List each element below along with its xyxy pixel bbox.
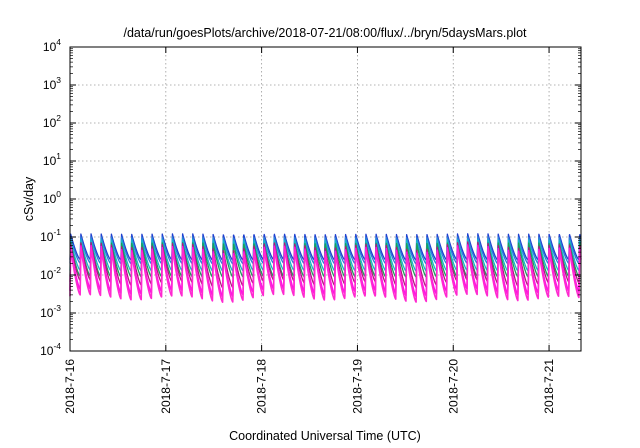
- series-line: [69, 233, 582, 261]
- y-tick-label: 102: [43, 113, 61, 130]
- grid: [70, 47, 581, 351]
- series-line: [69, 242, 582, 278]
- series-group: [69, 233, 582, 304]
- x-axis: 2018-7-16 2018-7-17 2018-7-18 2018-7-19 2018…: [63, 47, 556, 414]
- y-tick-label: 10-2: [40, 265, 61, 282]
- y-axis-label: cSv/day: [22, 176, 36, 221]
- x-axis-label: Coordinated Universal Time (UTC): [229, 429, 421, 443]
- y-tick-label: 10-3: [40, 303, 61, 320]
- y-tick-label: 104: [43, 37, 61, 54]
- x-tick-label: 2018-7-20: [446, 359, 460, 414]
- y-tick-label: 101: [43, 151, 61, 168]
- chart-title: /data/run/goesPlots/archive/2018-07-21/0…: [123, 26, 527, 40]
- x-tick-label: 2018-7-17: [159, 359, 173, 414]
- series-line: [69, 236, 582, 265]
- series-line: [69, 246, 582, 304]
- x-tick-label: 2018-7-21: [542, 359, 556, 414]
- y-axis: 10-4 10-3 10-2 10-1 100 101 102 103 104: [40, 37, 581, 358]
- series-line: [69, 241, 582, 289]
- x-tick-label: 2018-7-18: [255, 359, 269, 414]
- y-tick-label: 103: [43, 75, 61, 92]
- y-tick-label: 100: [43, 189, 61, 206]
- x-tick-label: 2018-7-19: [350, 359, 364, 414]
- x-tick-label: 2018-7-16: [63, 359, 77, 414]
- y-tick-label: 10-4: [40, 341, 61, 358]
- series-line: [69, 238, 582, 272]
- y-tick-label: 10-1: [40, 227, 61, 244]
